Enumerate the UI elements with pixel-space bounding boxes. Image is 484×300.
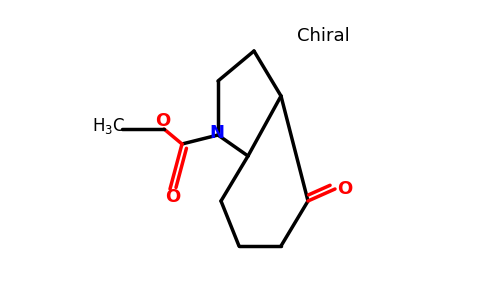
- Text: H$_3$C: H$_3$C: [92, 116, 125, 136]
- Text: Chiral: Chiral: [297, 27, 349, 45]
- Text: O: O: [166, 188, 181, 206]
- Text: O: O: [337, 180, 352, 198]
- Text: O: O: [155, 112, 170, 130]
- Text: N: N: [209, 124, 224, 142]
